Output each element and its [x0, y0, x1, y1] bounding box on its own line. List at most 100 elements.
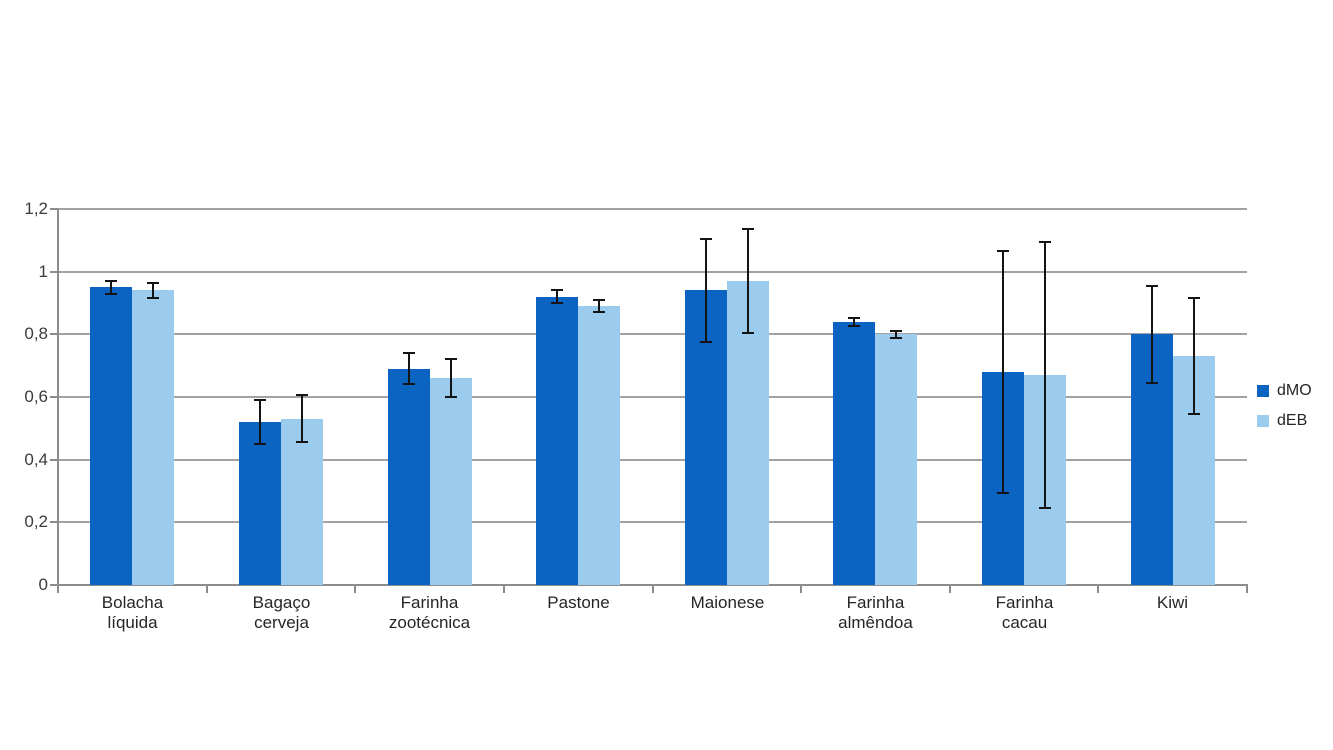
- error-bar-cap-top: [997, 250, 1009, 252]
- x-axis-tick: [1097, 585, 1099, 593]
- bar-deb: [875, 334, 917, 585]
- error-bar: [705, 239, 707, 342]
- error-bar: [408, 353, 410, 384]
- error-bar-cap-top: [1039, 241, 1051, 243]
- error-bar: [1193, 298, 1195, 414]
- x-axis-tick: [57, 585, 59, 593]
- y-axis-line: [57, 209, 59, 585]
- y-axis-tick: [50, 521, 58, 523]
- error-bar-cap-bottom: [254, 443, 266, 445]
- y-axis-tick-label: 0,6: [24, 387, 48, 406]
- y-axis-tick: [50, 271, 58, 273]
- y-axis-tick: [50, 333, 58, 335]
- category-label: Pastone: [547, 593, 610, 612]
- error-bar-cap-bottom: [105, 293, 117, 295]
- y-axis-tick-label: 0,8: [24, 324, 48, 343]
- error-bar-cap-bottom: [700, 341, 712, 343]
- error-bar-cap-top: [147, 282, 159, 284]
- x-axis-tick: [206, 585, 208, 593]
- y-axis-tick-label: 0: [38, 575, 48, 594]
- error-bar-cap-top: [1146, 285, 1158, 287]
- error-bar-cap-bottom: [296, 441, 308, 443]
- error-bar-cap-top: [890, 330, 902, 332]
- error-bar-cap-top: [700, 238, 712, 240]
- category-label: Farinha cacau: [995, 593, 1054, 632]
- legend-label-dmo: dMO: [1277, 382, 1312, 399]
- error-bar: [853, 318, 855, 326]
- legend-swatch-deb: [1257, 415, 1269, 427]
- error-bar-cap-bottom: [1146, 382, 1158, 384]
- gridline: [58, 271, 1247, 273]
- legend-swatch-dmo: [1257, 385, 1269, 397]
- error-bar-cap-top: [551, 289, 563, 291]
- error-bar: [1044, 242, 1046, 508]
- gridline: [58, 208, 1247, 210]
- x-axis-tick: [949, 585, 951, 593]
- error-bar-cap-bottom: [551, 302, 563, 304]
- error-bar-cap-top: [848, 317, 860, 319]
- x-axis-tick: [503, 585, 505, 593]
- error-bar-cap-bottom: [890, 337, 902, 339]
- error-bar: [152, 283, 154, 298]
- legend-item-deb: dEB: [1257, 413, 1312, 429]
- error-bar: [1002, 251, 1004, 493]
- bar-dmo: [239, 422, 281, 585]
- x-axis-tick: [800, 585, 802, 593]
- gridline: [58, 396, 1247, 398]
- x-axis-tick: [354, 585, 356, 593]
- bar-dmo: [833, 322, 875, 585]
- error-bar-cap-top: [403, 352, 415, 354]
- bar-dmo: [388, 369, 430, 585]
- error-bar: [259, 400, 261, 444]
- gridline: [58, 333, 1247, 335]
- error-bar-cap-bottom: [403, 383, 415, 385]
- y-axis-tick-label: 0,2: [24, 512, 48, 531]
- error-bar: [301, 395, 303, 442]
- y-axis-tick-label: 0,4: [24, 450, 48, 469]
- category-label: Kiwi: [1156, 593, 1189, 612]
- y-axis-tick: [50, 459, 58, 461]
- category-label: Farinha almêndoa: [838, 593, 913, 632]
- error-bar: [1151, 286, 1153, 383]
- error-bar-cap-top: [105, 280, 117, 282]
- x-axis-tick: [652, 585, 654, 593]
- error-bar: [747, 229, 749, 333]
- error-bar: [895, 331, 897, 338]
- bar-dmo: [536, 297, 578, 585]
- error-bar: [110, 281, 112, 294]
- bar-deb: [578, 306, 620, 585]
- error-bar-cap-bottom: [1188, 413, 1200, 415]
- error-bar-cap-bottom: [1039, 507, 1051, 509]
- legend: dMO dEB: [1257, 383, 1312, 443]
- gridline: [58, 459, 1247, 461]
- error-bar-cap-bottom: [997, 492, 1009, 494]
- y-axis-tick: [50, 584, 58, 586]
- error-bar-cap-bottom: [147, 297, 159, 299]
- bar-dmo: [90, 287, 132, 585]
- gridline: [58, 521, 1247, 523]
- y-axis-tick-label: 1,2: [24, 199, 48, 218]
- x-axis-tick: [1246, 585, 1248, 593]
- error-bar: [598, 300, 600, 312]
- bar-deb: [281, 419, 323, 585]
- bar-deb: [132, 290, 174, 585]
- legend-item-dmo: dMO: [1257, 383, 1312, 399]
- error-bar-cap-top: [445, 358, 457, 360]
- error-bar-cap-bottom: [742, 332, 754, 334]
- y-axis-tick-label: 1: [38, 262, 48, 281]
- category-label: Farinha zootécnica: [388, 593, 471, 632]
- category-label: Maionese: [690, 593, 765, 612]
- error-bar: [556, 290, 558, 303]
- error-bar-cap-bottom: [593, 311, 605, 313]
- error-bar: [450, 359, 452, 397]
- category-label: Bagaço cerveja: [252, 593, 311, 632]
- y-axis-tick: [50, 208, 58, 210]
- category-label: Bolacha líquida: [101, 593, 164, 632]
- bar-deb: [430, 378, 472, 585]
- error-bar-cap-bottom: [445, 396, 457, 398]
- y-axis-tick: [50, 396, 58, 398]
- legend-label-deb: dEB: [1277, 412, 1308, 429]
- error-bar-cap-top: [1188, 297, 1200, 299]
- error-bar-cap-top: [742, 228, 754, 230]
